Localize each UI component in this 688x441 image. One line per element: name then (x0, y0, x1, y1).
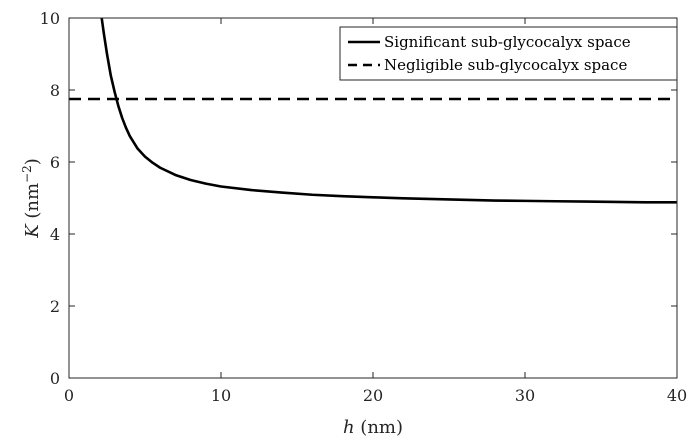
legend-label-significant: Significant sub-glycocalyx space (384, 33, 631, 51)
y-axis-unit: (nm (22, 183, 43, 224)
ticks-layer (68, 17, 678, 379)
y-tick-label: 8 (50, 81, 60, 100)
y-tick-label: 2 (50, 297, 60, 316)
x-tick-label: 40 (667, 386, 687, 405)
y-tick-label: 6 (50, 153, 60, 172)
series-layer (69, 17, 677, 204)
legend: Significant sub-glycocalyx space Negligi… (339, 26, 678, 81)
y-axis-label: K (nm−2) (20, 158, 43, 239)
series-line-0 (100, 17, 677, 204)
x-axis-label: h (nm) (343, 417, 403, 438)
y-axis-symbol: K (22, 223, 43, 239)
x-tick-label: 30 (515, 386, 535, 405)
x-tick-label: 10 (211, 386, 231, 405)
y-tick-label: 4 (50, 225, 60, 244)
x-axis-unit: (nm) (355, 417, 403, 438)
tick-labels-layer: 0 10 20 30 40 0 2 4 6 8 10 (40, 9, 688, 405)
legend-label-negligible: Negligible sub-glycocalyx space (384, 56, 627, 74)
x-tick-label: 20 (363, 386, 383, 405)
y-axis-unit-close: ) (22, 158, 43, 165)
y-tick-label: 10 (40, 9, 60, 28)
y-axis-unit-exponent: −2 (20, 165, 34, 183)
legend-box (339, 26, 678, 81)
x-tick-label: 0 (64, 386, 74, 405)
y-tick-label: 0 (50, 369, 60, 388)
x-axis-symbol: h (343, 417, 355, 438)
